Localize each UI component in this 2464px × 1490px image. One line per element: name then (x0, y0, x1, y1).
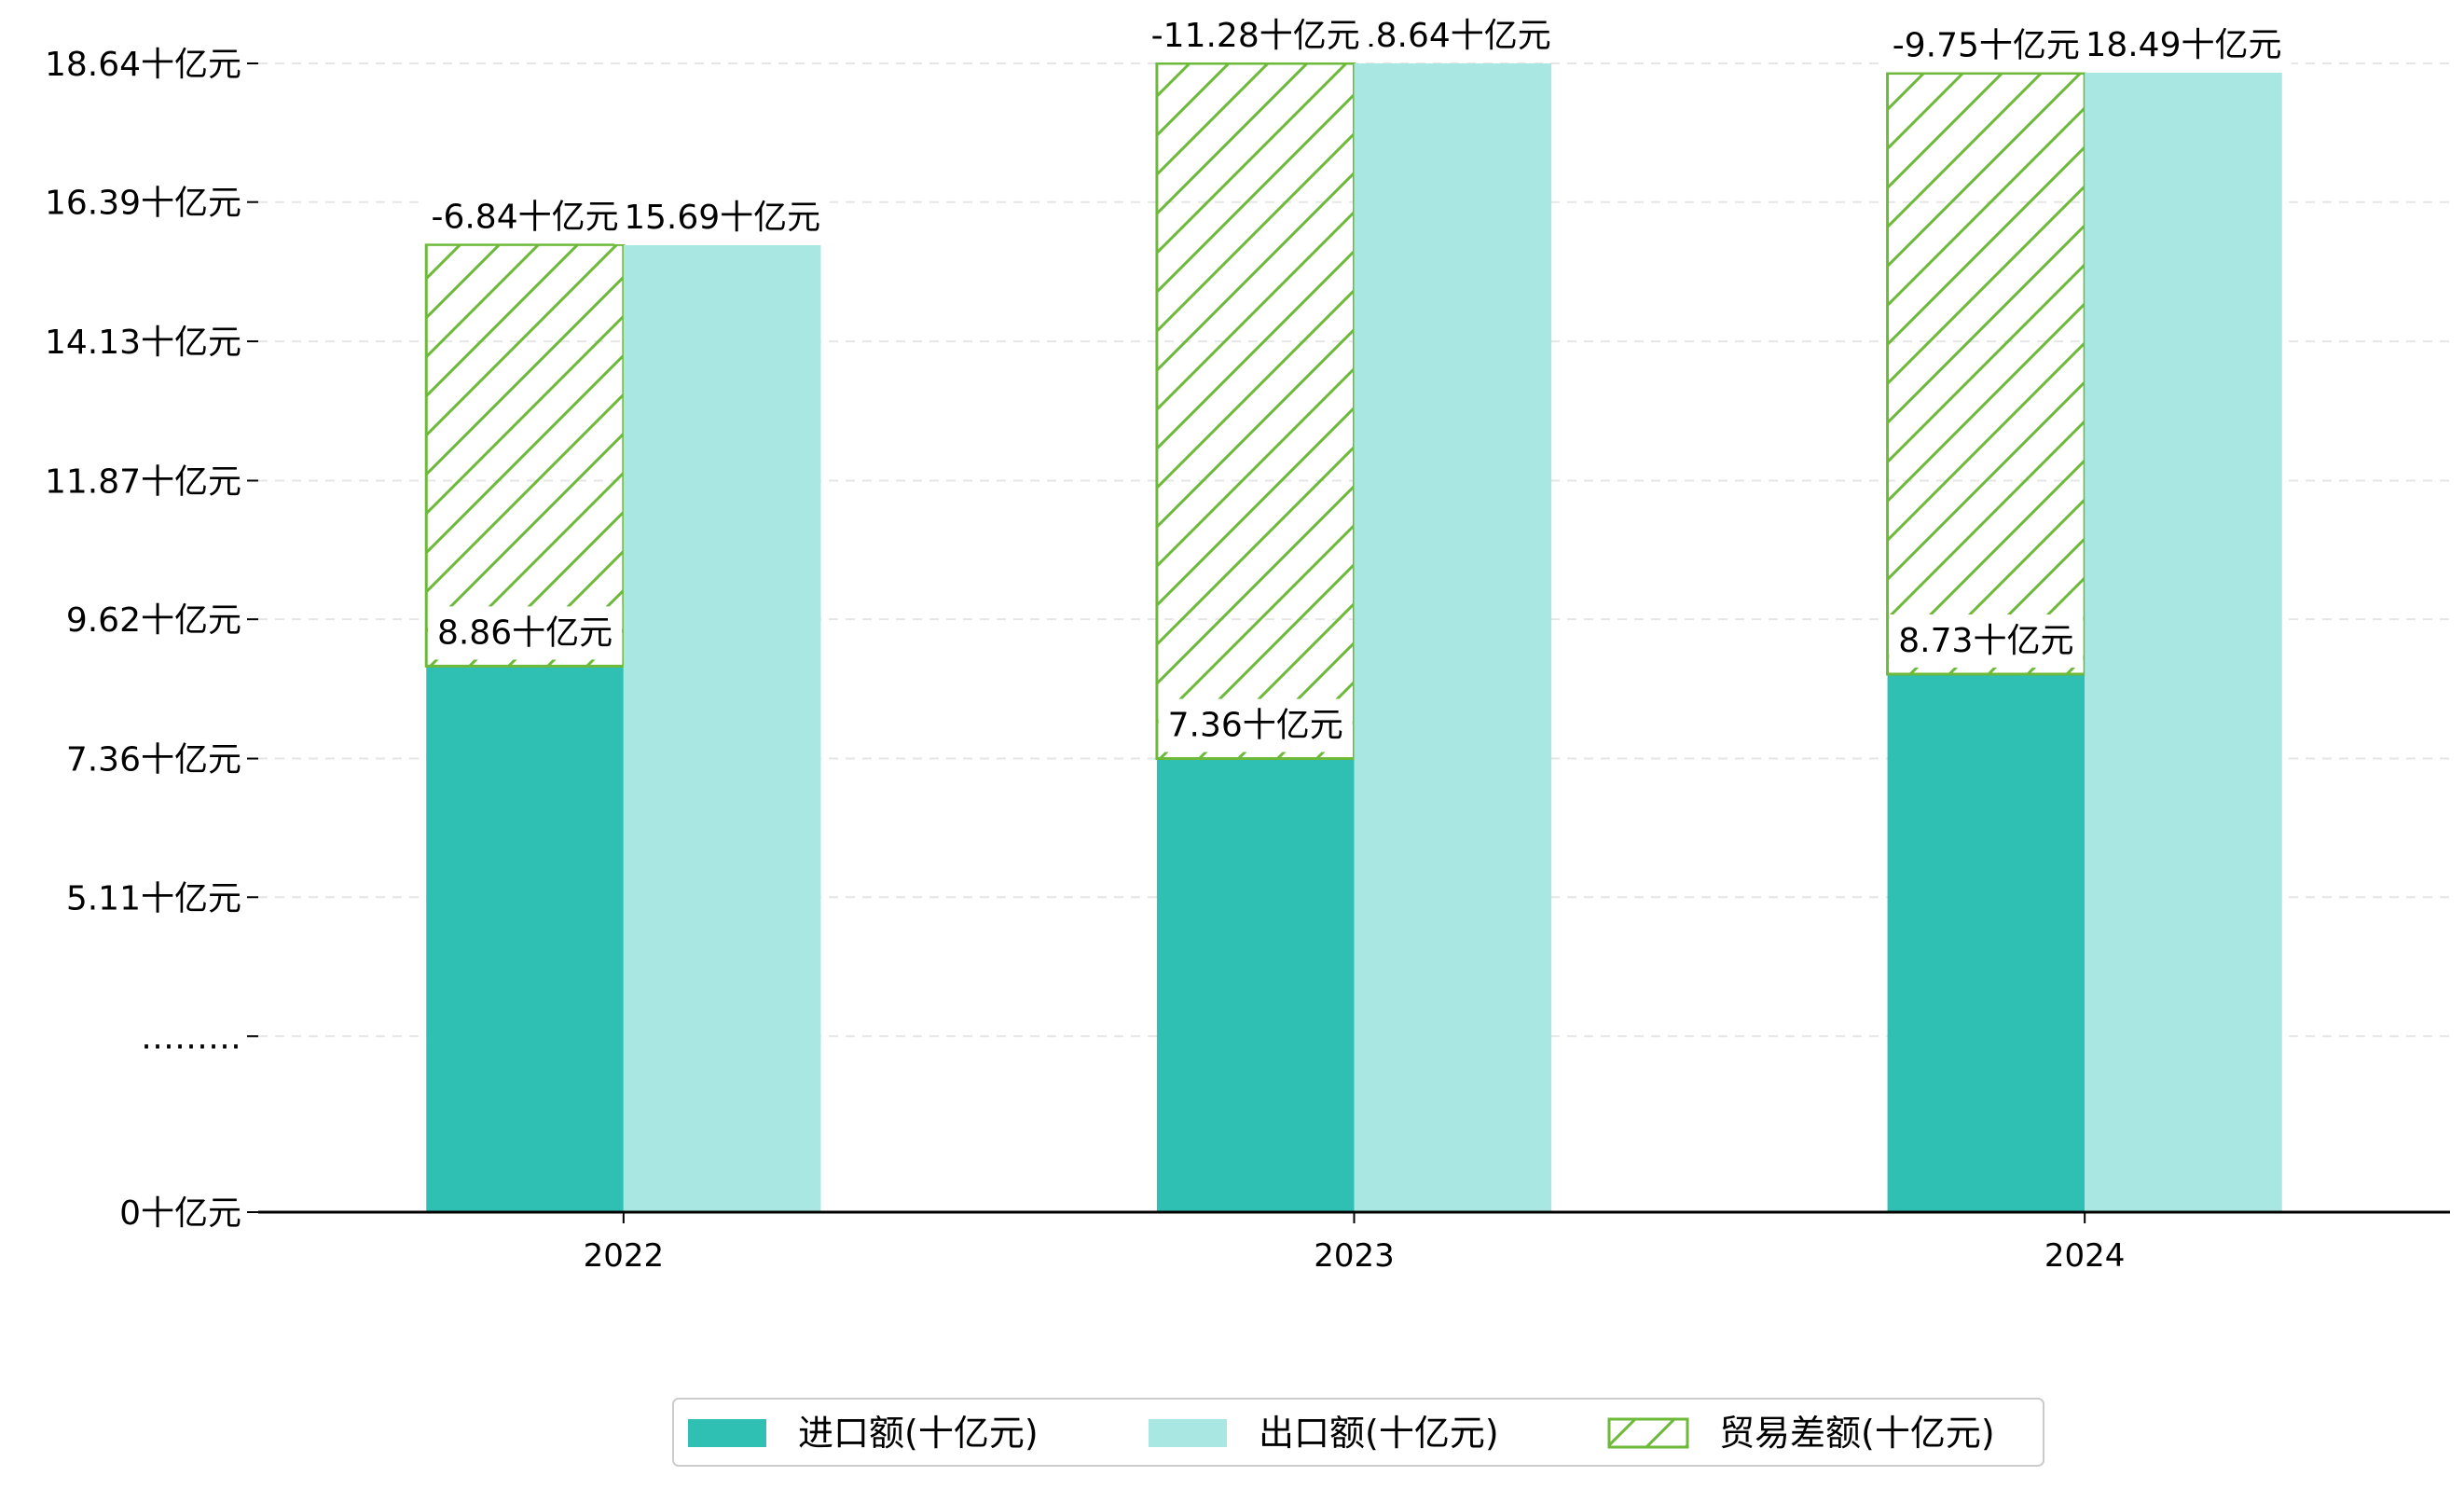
balance-value-label-group: -11.28十亿元 (1141, 9, 1370, 62)
bar-import-2023 (1156, 758, 1355, 1212)
balance-value-label-bg (1141, 9, 1370, 62)
y-tick-label: 14.13十亿元 (45, 324, 241, 362)
legend: 进口额(十亿元) 出口额(十亿元) 贸易差额(十亿元) (672, 1398, 2044, 1467)
y-tick-label: 11.87十亿元 (45, 462, 241, 501)
bar-export-2023 (1354, 63, 1552, 1212)
import-value-label-bg (1158, 698, 1353, 752)
export-value-label: 18.64十亿元 (1355, 17, 1551, 55)
legend-balance-swatch (1607, 1417, 1689, 1449)
bar-balance-2024 (1886, 72, 2086, 676)
y-tick-label: 7.36十亿元 (66, 741, 241, 779)
legend-box (672, 1398, 2044, 1467)
import-value-label-bg (427, 606, 623, 660)
y-tick-label: 0十亿元 (119, 1194, 241, 1233)
export-value-label-group: 15.69十亿元 (614, 190, 831, 244)
balance-value-label-bg (1882, 19, 2089, 73)
import-value-label-bg (1889, 614, 2084, 668)
axes: 0十亿元 ……… 5.11十亿元 7.36十亿元 9.62十亿元 11.87十亿元 14.1… (45, 46, 2450, 1275)
balance-value-label: -11.28十亿元 (1151, 17, 1360, 55)
y-tick-label: ……… (141, 1018, 241, 1056)
legend-import-swatch (688, 1419, 766, 1447)
export-value-label-group: 18.49十亿元 (2075, 18, 2292, 72)
import-value-label-group: 8.86十亿元 (427, 606, 623, 660)
balance-value-label-group: -6.84十亿元 (421, 190, 628, 244)
legend-export-swatch (1149, 1419, 1227, 1447)
export-value-label-bg (1344, 9, 1561, 62)
export-value-label-group: 18.64十亿元 (1344, 9, 1561, 62)
y-tick-label: 18.64十亿元 (45, 46, 241, 84)
x-tick-label: 2024 (2044, 1237, 2126, 1275)
bar-export-2024 (2085, 72, 2282, 1212)
bar-import-2022 (426, 666, 624, 1212)
y-tick-label: 5.11十亿元 (66, 879, 241, 917)
legend-export-label: 出口额(十亿元) (1259, 1413, 1499, 1454)
import-value-label: 8.73十亿元 (1898, 622, 2073, 660)
import-value-label: 8.86十亿元 (437, 614, 613, 652)
balance-value-label: -6.84十亿元 (431, 198, 618, 236)
x-tick-label: 2022 (584, 1237, 665, 1275)
x-tick-label: 2023 (1314, 1237, 1395, 1275)
bar-import-2024 (1887, 673, 2085, 1212)
bar-export-2022 (623, 244, 821, 1213)
bar-balance-2022 (424, 242, 626, 668)
bar-balance-2023 (1155, 62, 1356, 761)
export-value-label-bg (614, 190, 831, 244)
balance-value-label: -9.75十亿元 (1893, 27, 2080, 65)
balance-value-label-bg (421, 190, 628, 244)
export-value-label: 18.49十亿元 (2085, 26, 2281, 64)
export-value-label-bg (2075, 18, 2292, 72)
legend-import-label: 进口额(十亿元) (798, 1413, 1039, 1454)
balance-value-label-group: -9.75十亿元 (1882, 19, 2089, 73)
y-tick-label: 16.39十亿元 (45, 185, 241, 223)
legend-balance-label: 贸易差额(十亿元) (1719, 1413, 1995, 1454)
export-value-label: 15.69十亿元 (624, 199, 820, 237)
data-labels: 15.69十亿元 8.86十亿元 -6.84十亿元 18.64十亿元 7.36十亿元 -1… (421, 9, 2292, 752)
import-value-label: 7.36十亿元 (1168, 707, 1343, 745)
import-value-label-group: 7.36十亿元 (1158, 698, 1353, 752)
import-value-label-group: 8.73十亿元 (1889, 614, 2084, 668)
bars (424, 62, 2282, 1213)
y-tick-label: 9.62十亿元 (66, 601, 241, 640)
